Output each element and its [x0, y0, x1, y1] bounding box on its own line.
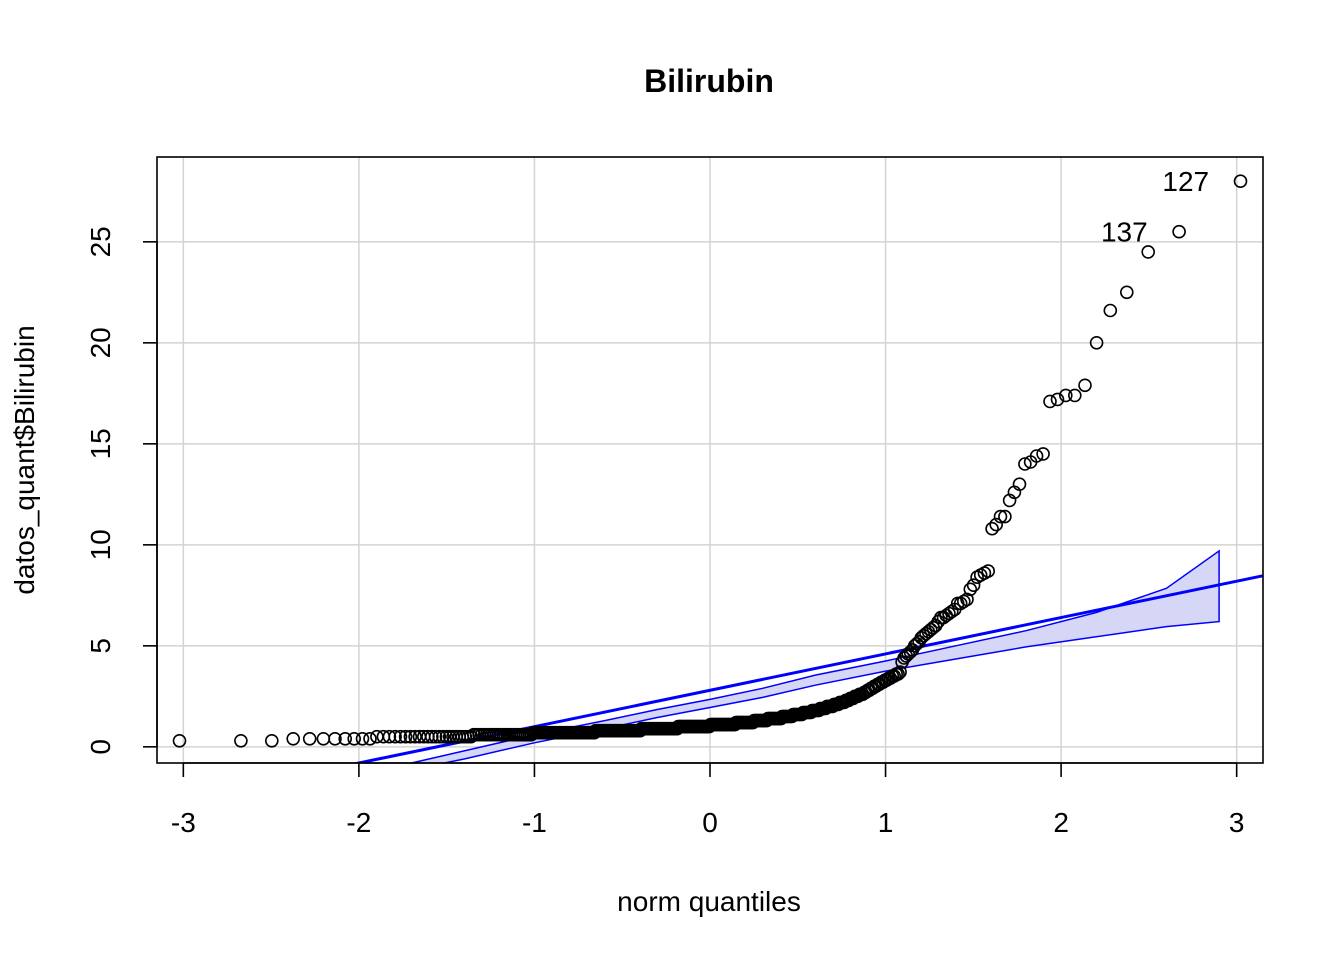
x-tick-label: -2 — [346, 807, 371, 838]
data-point — [981, 564, 996, 578]
data-point — [393, 729, 408, 744]
data-point — [963, 582, 978, 597]
data-point — [302, 731, 317, 746]
data-point — [1078, 378, 1092, 393]
data-point — [989, 517, 1004, 532]
data-point — [1233, 174, 1248, 188]
chart-title: Bilirubin — [644, 63, 774, 99]
data-point — [338, 731, 353, 746]
data-point — [998, 509, 1012, 524]
data-point — [328, 731, 342, 746]
data-point — [464, 729, 478, 744]
point-label: 127 — [1162, 166, 1209, 197]
y-tick-label: 10 — [85, 529, 116, 560]
data-point — [1059, 388, 1073, 403]
data-point — [1103, 303, 1118, 318]
data-point — [316, 731, 331, 746]
data-point — [1018, 457, 1032, 471]
y-axis: 0 5 10 15 20 25 — [85, 226, 158, 755]
x-tick-label: -3 — [171, 807, 196, 838]
confidence-band — [351, 549, 1263, 763]
data-point — [1172, 224, 1186, 239]
y-tick-label: 25 — [85, 226, 116, 257]
grid — [157, 157, 1263, 763]
x-axis-label: norm quantiles — [617, 886, 801, 917]
data-point — [993, 509, 1008, 524]
data-point — [398, 729, 413, 744]
data-point — [436, 729, 450, 744]
data-point — [1050, 392, 1065, 407]
data-point — [1089, 335, 1104, 350]
y-axis-label: datos_quant$Bilirubin — [9, 325, 40, 594]
data-point — [1141, 245, 1155, 259]
data-point — [382, 729, 397, 744]
data-point — [1029, 449, 1044, 463]
reference-line — [351, 574, 1263, 763]
data-point — [893, 665, 907, 679]
data-point — [286, 731, 301, 746]
data-point — [1120, 285, 1134, 300]
x-tick-label: 0 — [702, 807, 718, 838]
data-point — [1036, 447, 1050, 461]
data-point — [424, 729, 439, 744]
confidence-band-area — [408, 549, 1220, 763]
y-tick-label: 15 — [85, 428, 116, 459]
data-point — [428, 729, 443, 744]
data-point — [901, 647, 916, 661]
point-label: 137 — [1101, 217, 1148, 248]
data-point — [355, 731, 370, 746]
data-point — [234, 733, 248, 748]
data-point — [985, 521, 999, 536]
data-point — [956, 594, 971, 609]
data-point — [172, 733, 187, 748]
data-points — [172, 174, 1248, 748]
data-point — [347, 731, 362, 746]
point-annotations: 127 137 — [1101, 166, 1209, 248]
data-point — [388, 729, 402, 744]
data-point — [1043, 394, 1057, 409]
data-point — [403, 729, 418, 744]
x-tick-label: 1 — [878, 807, 894, 838]
x-tick-label: 3 — [1229, 807, 1245, 838]
data-point — [264, 733, 279, 748]
data-point — [891, 667, 905, 681]
data-point — [1012, 477, 1027, 492]
data-point — [966, 578, 981, 593]
data-point — [363, 731, 377, 746]
data-point — [432, 729, 447, 744]
data-point — [1068, 388, 1082, 403]
y-tick-label: 5 — [85, 638, 116, 654]
y-tick-label: 20 — [85, 327, 116, 358]
data-point — [439, 729, 454, 744]
x-tick-label: -1 — [522, 807, 547, 838]
data-point — [907, 638, 922, 653]
y-tick-label: 0 — [85, 739, 116, 755]
x-tick-label: 2 — [1053, 807, 1069, 838]
x-axis: -3 -2 -1 0 1 2 3 — [171, 762, 1245, 838]
